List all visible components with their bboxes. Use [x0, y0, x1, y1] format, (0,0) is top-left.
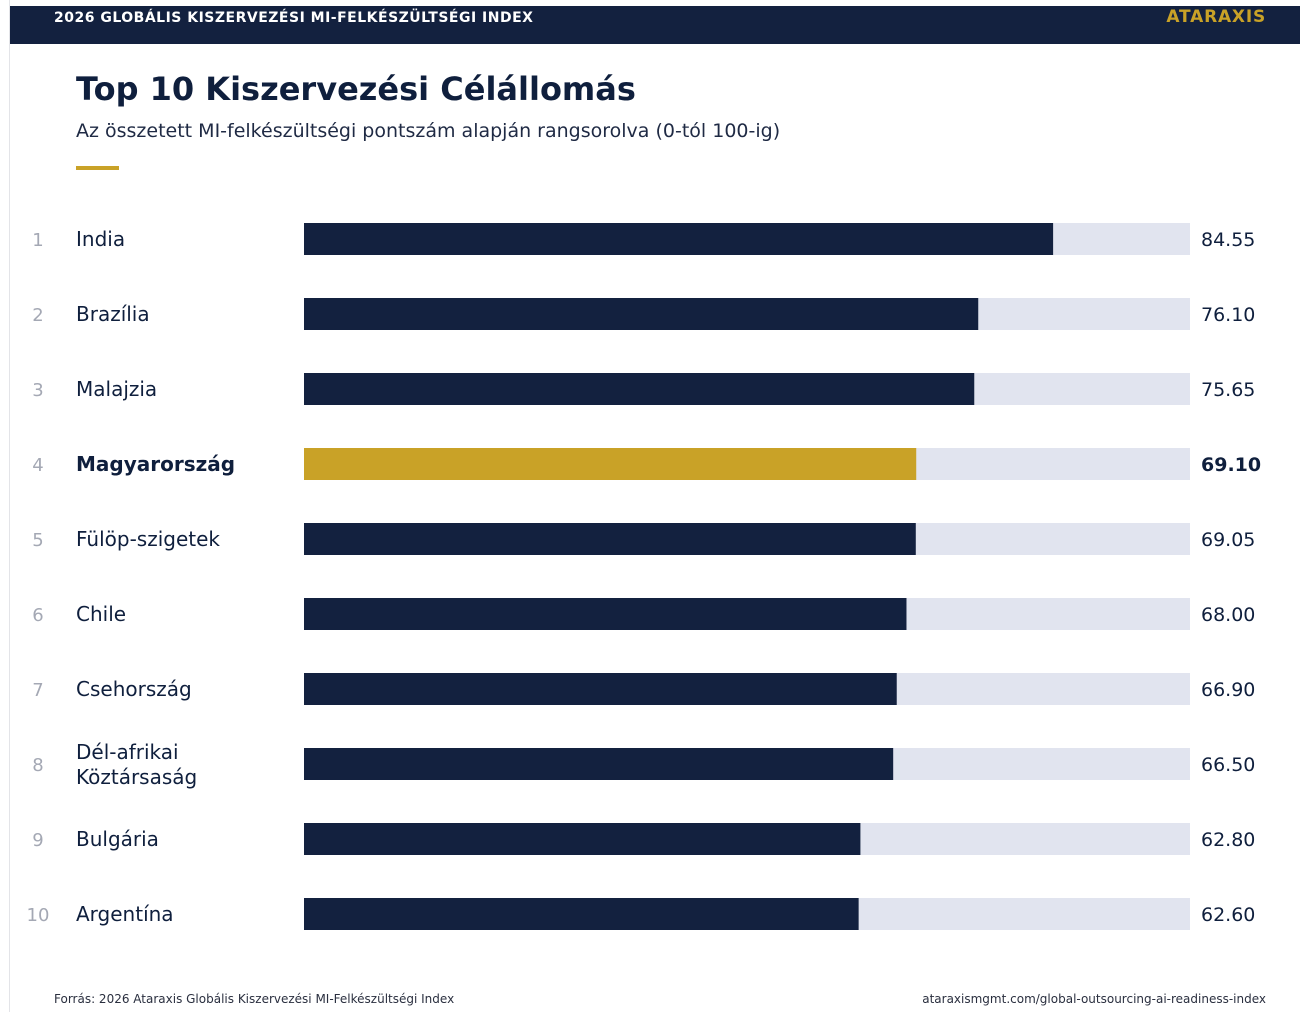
- report-card: 2026 GLOBÁLIS KISZERVEZÉSI MI-FELKÉSZÜLT…: [9, 0, 1300, 1012]
- category-label: Fülöp-szigetek: [76, 527, 220, 551]
- value-label: 69.10: [1201, 454, 1261, 476]
- header-bar: 2026 GLOBÁLIS KISZERVEZÉSI MI-FELKÉSZÜLT…: [10, 6, 1300, 44]
- value-label: 84.55: [1201, 229, 1255, 251]
- value-label: 66.50: [1201, 754, 1255, 776]
- bar: [304, 598, 907, 630]
- value-label: 76.10: [1201, 304, 1255, 326]
- value-label: 62.60: [1201, 904, 1255, 926]
- rank-number: 5: [32, 530, 43, 551]
- category-label: Csehország: [76, 677, 192, 701]
- bar: [304, 748, 894, 780]
- rank-number: 3: [32, 380, 43, 401]
- page-title: Top 10 Kiszervezési Célállomás: [76, 70, 636, 108]
- category-label: Dél-afrikai Köztársaság: [76, 740, 197, 789]
- bar: [304, 673, 897, 705]
- category-label: Magyarország: [76, 452, 235, 476]
- source-note: Forrás: 2026 Ataraxis Globális Kiszervez…: [54, 992, 455, 1006]
- rank-number: 4: [32, 455, 43, 476]
- rank-number: 9: [32, 830, 43, 851]
- category-label-line: Köztársaság: [76, 765, 197, 789]
- bar: [304, 523, 916, 555]
- ranking-bar-chart: 1 India 84.55 2 Brazília 76.10 3 Malajzia 75.65 4…: [27, 223, 1261, 930]
- bar-highlight: [304, 448, 917, 480]
- value-label: 62.80: [1201, 829, 1255, 851]
- rank-number: 2: [32, 305, 43, 326]
- category-label-line: Dél-afrikai: [76, 740, 179, 764]
- rank-number: 8: [32, 755, 43, 776]
- page-subtitle: Az összetett MI-felkészültségi pontszám …: [76, 120, 781, 142]
- title-accent-rule: [76, 166, 119, 170]
- bar: [304, 223, 1054, 255]
- category-label: Brazília: [76, 302, 150, 326]
- bar: [304, 898, 859, 930]
- value-label: 66.90: [1201, 679, 1255, 701]
- brand-logo: ATARAXIS: [1166, 7, 1266, 27]
- bar: [304, 823, 861, 855]
- value-label: 68.00: [1201, 604, 1255, 626]
- category-label: Chile: [76, 602, 126, 626]
- header-title: 2026 GLOBÁLIS KISZERVEZÉSI MI-FELKÉSZÜLT…: [54, 10, 534, 26]
- value-label: 69.05: [1201, 529, 1255, 551]
- rank-number: 7: [32, 680, 43, 701]
- rank-number: 10: [27, 905, 50, 926]
- bar: [304, 373, 975, 405]
- category-label: Argentína: [76, 902, 174, 926]
- source-url: ataraxismgmt.com/global-outsourcing-ai-r…: [922, 992, 1266, 1006]
- category-label: India: [76, 227, 125, 251]
- category-label: Bulgária: [76, 827, 159, 851]
- value-label: 75.65: [1201, 379, 1255, 401]
- bar: [304, 298, 979, 330]
- category-label: Malajzia: [76, 377, 157, 401]
- rank-number: 1: [32, 230, 43, 251]
- rank-number: 6: [32, 605, 43, 626]
